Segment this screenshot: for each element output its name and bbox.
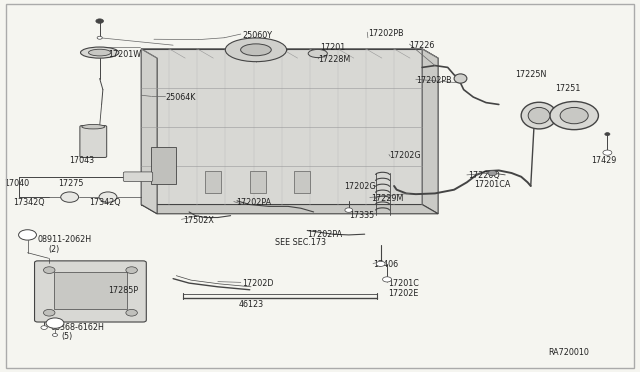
Ellipse shape [241,44,271,56]
Circle shape [97,36,102,39]
Ellipse shape [88,49,111,56]
Circle shape [605,133,610,136]
Text: 17502X: 17502X [182,216,214,225]
Ellipse shape [82,125,105,129]
Circle shape [19,230,36,240]
Ellipse shape [225,38,287,62]
FancyBboxPatch shape [80,126,107,157]
Circle shape [41,326,47,330]
Text: 17202E: 17202E [388,289,419,298]
Bar [205,171,221,193]
Polygon shape [141,49,422,205]
Circle shape [376,261,385,266]
Text: RA720010: RA720010 [548,347,589,356]
Ellipse shape [81,47,119,58]
Bar [151,147,176,184]
Circle shape [44,310,55,316]
Text: 08911-2062H: 08911-2062H [38,235,92,244]
Polygon shape [422,49,438,214]
Text: 17202PA: 17202PA [236,198,271,207]
Text: 17202G: 17202G [389,151,420,160]
Bar [250,171,266,193]
Text: (2): (2) [49,244,60,253]
Circle shape [603,150,612,155]
Ellipse shape [454,74,467,83]
Text: 17226: 17226 [410,41,435,50]
Polygon shape [141,49,157,214]
Circle shape [99,192,117,202]
Text: S: S [53,321,57,326]
Text: 17275: 17275 [58,179,84,187]
Polygon shape [141,49,438,58]
Text: 17342Q: 17342Q [13,198,45,207]
Text: 17225N: 17225N [515,70,546,79]
Circle shape [96,19,104,23]
Bar [54,272,127,309]
Text: 17201: 17201 [320,43,345,52]
Circle shape [560,108,588,124]
Text: 17202D: 17202D [242,279,273,288]
Text: 25064K: 25064K [166,93,196,102]
Text: 08368-6162H: 08368-6162H [51,323,104,332]
Circle shape [126,310,138,316]
Ellipse shape [528,108,550,124]
Text: 17040: 17040 [4,179,29,187]
Text: 17251: 17251 [555,84,580,93]
Text: 17202G: 17202G [344,182,376,191]
Text: 17335: 17335 [349,211,374,220]
Text: 17220Q: 17220Q [468,171,500,180]
Text: 17406: 17406 [373,260,398,269]
Text: 17201W: 17201W [108,49,141,58]
Ellipse shape [521,102,557,129]
Text: 17202PB: 17202PB [368,29,404,38]
Ellipse shape [308,49,327,58]
Text: 17228M: 17228M [318,55,350,64]
Text: 17202PB: 17202PB [416,76,451,85]
Text: 17285P: 17285P [108,286,138,295]
Circle shape [46,318,64,328]
Text: 17201C: 17201C [388,279,419,288]
Circle shape [488,170,497,176]
Text: N: N [25,232,30,237]
Text: 17043: 17043 [69,155,94,164]
Circle shape [52,334,58,336]
Bar [294,171,310,193]
Text: 17342Q: 17342Q [89,198,120,207]
Text: 17202PA: 17202PA [307,230,342,239]
Circle shape [44,267,55,273]
Text: 25060Y: 25060Y [242,31,272,41]
Polygon shape [141,205,438,214]
FancyBboxPatch shape [124,172,153,182]
Circle shape [383,277,392,282]
Text: 17201CA: 17201CA [474,180,511,189]
Circle shape [61,192,79,202]
Text: 17229M: 17229M [371,194,403,203]
Circle shape [126,267,138,273]
Text: 46123: 46123 [238,300,264,309]
Text: SEE SEC.173: SEE SEC.173 [275,238,326,247]
Circle shape [550,102,598,130]
Text: (5): (5) [61,332,72,341]
FancyBboxPatch shape [35,261,147,322]
Text: 17429: 17429 [591,155,616,164]
Circle shape [345,208,353,212]
